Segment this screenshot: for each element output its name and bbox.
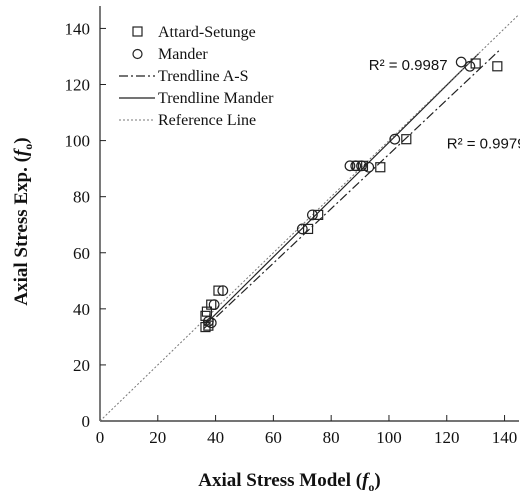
x-tick-label: 0	[96, 428, 105, 447]
circle-marker	[389, 133, 401, 145]
legend-label: Attard-Setunge	[158, 24, 256, 41]
square-marker	[203, 320, 214, 331]
r-squared-label: R² = 0.9979	[447, 135, 520, 152]
x-tick-label: 140	[492, 428, 518, 447]
circle-marker	[350, 160, 362, 172]
x-tick-label: 20	[149, 428, 166, 447]
x-tick-label: 100	[376, 428, 402, 447]
x-tick-label: 40	[207, 428, 224, 447]
y-tick-label: 0	[82, 412, 91, 431]
legend-label: Reference Line	[158, 112, 256, 129]
x-tick-label: 120	[434, 428, 460, 447]
y-tick-label: 100	[65, 132, 91, 151]
legend-label: Mander	[158, 46, 208, 63]
trendline-trendline-mander	[203, 53, 479, 327]
y-tick-label: 120	[65, 76, 91, 95]
legend-circle-icon	[132, 48, 143, 60]
trendline-reference-line	[99, 14, 520, 422]
y-axis-title: Axial Stress Exp. (fo)	[11, 137, 35, 305]
circle-marker	[356, 160, 367, 172]
y-tick-label: 80	[73, 188, 90, 207]
ticks: 0 20 40 60 80 100 120 140 0 20 40 60 80 100 120 140	[65, 19, 518, 447]
circle-marker	[363, 161, 375, 173]
square-marker	[302, 223, 314, 235]
square-marker	[492, 61, 503, 72]
trendlines	[99, 14, 520, 422]
circle-marker	[306, 209, 318, 221]
x-tick-label: 60	[265, 428, 282, 447]
square-marker	[401, 134, 412, 145]
square-marker	[313, 209, 324, 221]
circle-marker	[296, 223, 308, 235]
square-marker	[213, 285, 224, 296]
y-tick-label: 140	[65, 19, 91, 38]
axes	[99, 6, 519, 422]
annotations: R² = 0.9987 R² = 0.9979	[369, 57, 520, 153]
y-tick-label: 60	[73, 244, 90, 263]
circle-marker	[455, 56, 467, 68]
legend-label: Trendline A-S	[158, 68, 249, 85]
data-points	[200, 56, 503, 333]
y-tick-label: 20	[73, 356, 90, 375]
circle-marker	[205, 317, 217, 329]
square-marker	[470, 58, 481, 69]
y-tick-label: 40	[73, 300, 90, 319]
r-squared-label: R² = 0.9987	[369, 57, 448, 74]
square-marker	[375, 162, 386, 173]
legend-square-icon	[132, 26, 143, 37]
circle-marker	[464, 60, 476, 72]
circle-marker	[208, 299, 220, 311]
x-tick-label: 80	[323, 428, 340, 447]
circle-marker	[217, 285, 229, 297]
legend: Attard-Setunge Mander Trendline A-S Trendli…	[119, 24, 274, 129]
legend-label: Trendline Mander	[158, 90, 274, 107]
x-axis-title: Axial Stress Model (fo)	[198, 470, 380, 494]
circle-marker	[344, 160, 356, 172]
